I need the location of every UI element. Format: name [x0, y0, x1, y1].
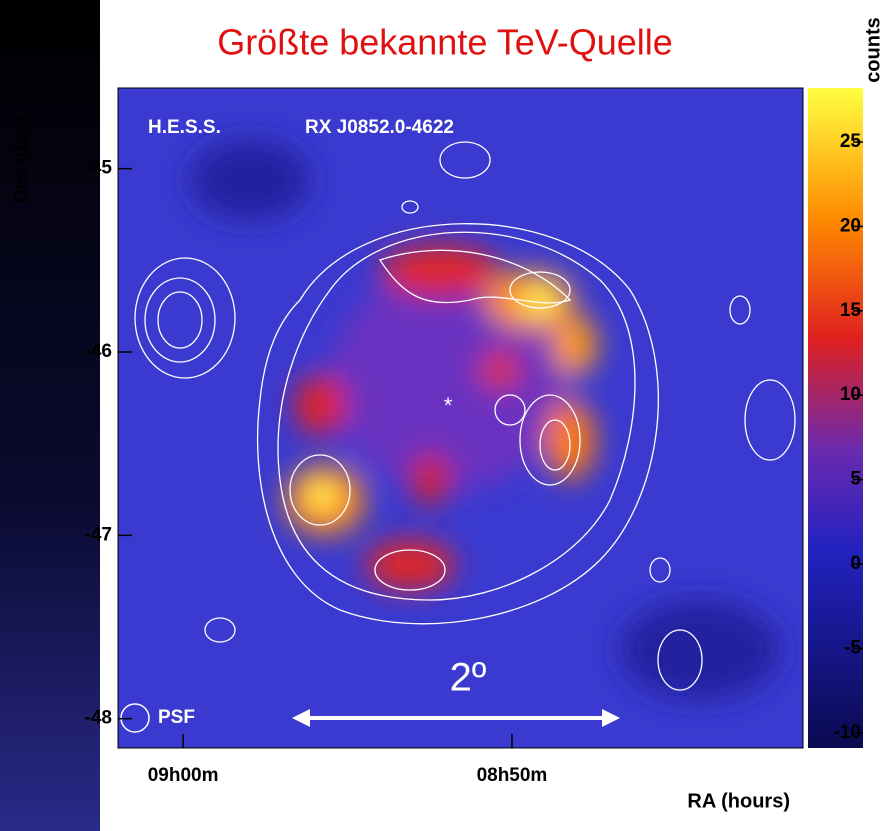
- y-axis-label: Dec (deg): [11, 117, 32, 204]
- svg-text:*: *: [444, 393, 453, 418]
- y-tick-label: -48: [85, 708, 112, 729]
- colorbar-tick-label: 20: [840, 215, 861, 236]
- annotation: H.E.S.S.: [148, 117, 221, 138]
- x-tick-label: 09h00m: [148, 765, 219, 786]
- chart-title: Größte bekannte TeV-Quelle: [217, 22, 673, 63]
- y-tick-label: -45: [85, 158, 113, 179]
- colorbar-tick-label: 25: [840, 131, 862, 152]
- annotation: 2º: [450, 656, 487, 700]
- colorbar-tick-label: 5: [850, 469, 861, 490]
- annotation: RX J0852.0-4622: [305, 117, 454, 138]
- colorbar-tick-label: 10: [840, 384, 861, 405]
- colorbar-tick-label: -10: [834, 722, 861, 743]
- colorbar-tick-label: 15: [840, 300, 862, 321]
- colorbar-label: counts: [862, 17, 882, 83]
- y-tick-label: -46: [85, 341, 112, 362]
- colorbar-tick-label: -5: [844, 637, 861, 658]
- sky-image: *: [118, 88, 803, 748]
- colorbar-tick-label: 0: [850, 553, 861, 574]
- x-tick-label: 08h50m: [477, 765, 548, 786]
- annotation: PSF: [158, 707, 195, 728]
- x-axis-label: RA (hours): [687, 790, 790, 812]
- y-tick-label: -47: [85, 524, 112, 545]
- slide: Größte bekannte TeV-Quelle: [0, 0, 882, 831]
